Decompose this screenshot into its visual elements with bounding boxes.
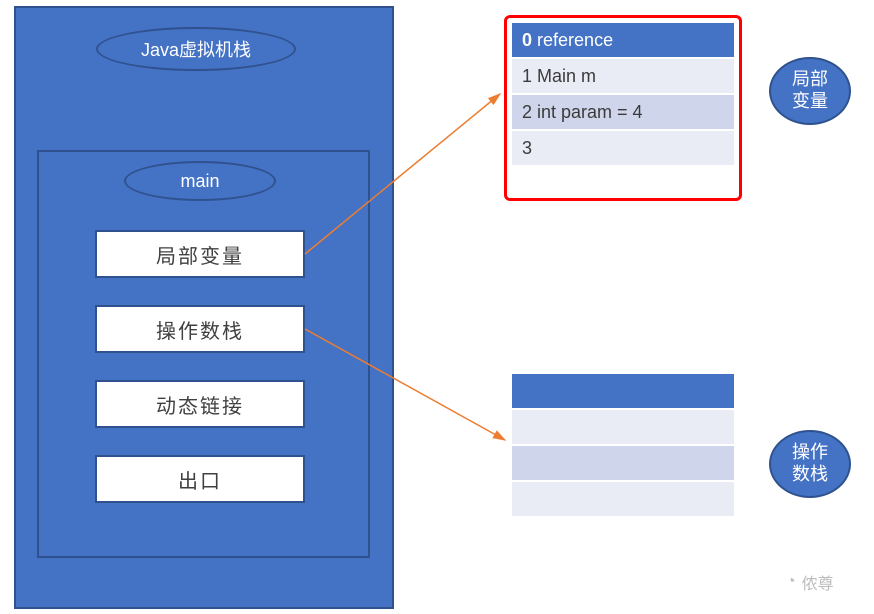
operand-stack-row: [511, 409, 735, 445]
operand-stack-row: [511, 445, 735, 481]
local-var-row: 2 int param = 4: [511, 94, 735, 130]
operand-stack-label-oval: 操作 数栈: [769, 430, 851, 498]
local-var-row: 3: [511, 130, 735, 166]
watermark-icon: ◔: [786, 573, 796, 591]
main-method-text: main: [180, 171, 219, 192]
operand-stack-label-text: 操作 数栈: [792, 442, 828, 485]
local-var-row-text: 2 int param = 4: [522, 102, 643, 123]
local-var-header: 0 reference: [511, 22, 735, 58]
local-var-row-text: 3: [522, 138, 532, 159]
frame-item: 动态链接: [95, 380, 305, 428]
jvm-title-oval: Java虚拟机栈: [96, 27, 296, 71]
local-var-row: 1 Main m: [511, 58, 735, 94]
frame-item: 出口: [95, 455, 305, 503]
local-var-header-text: reference: [537, 30, 613, 51]
local-var-row-text: 1 Main m: [522, 66, 596, 87]
local-var-label-text: 局部 变量: [792, 69, 828, 112]
watermark: ◔ 侬尊: [786, 570, 834, 594]
watermark-text: 侬尊: [802, 570, 834, 594]
frame-item: 局部变量: [95, 230, 305, 278]
frame-item: 操作数栈: [95, 305, 305, 353]
local-var-header-index: 0: [522, 30, 532, 51]
operand-stack-header: [511, 373, 735, 409]
local-var-table: 0 reference 1 Main m 2 int param = 4 3: [511, 22, 735, 166]
jvm-title-text: Java虚拟机栈: [141, 36, 251, 62]
operand-stack-table: [511, 373, 735, 517]
operand-stack-row: [511, 481, 735, 517]
frame-item-text: 操作数栈: [156, 315, 244, 344]
frame-item-text: 出口: [178, 465, 222, 494]
main-method-oval: main: [124, 161, 276, 201]
frame-item-text: 局部变量: [156, 240, 244, 269]
frame-item-text: 动态链接: [156, 390, 244, 419]
local-var-label-oval: 局部 变量: [769, 57, 851, 125]
